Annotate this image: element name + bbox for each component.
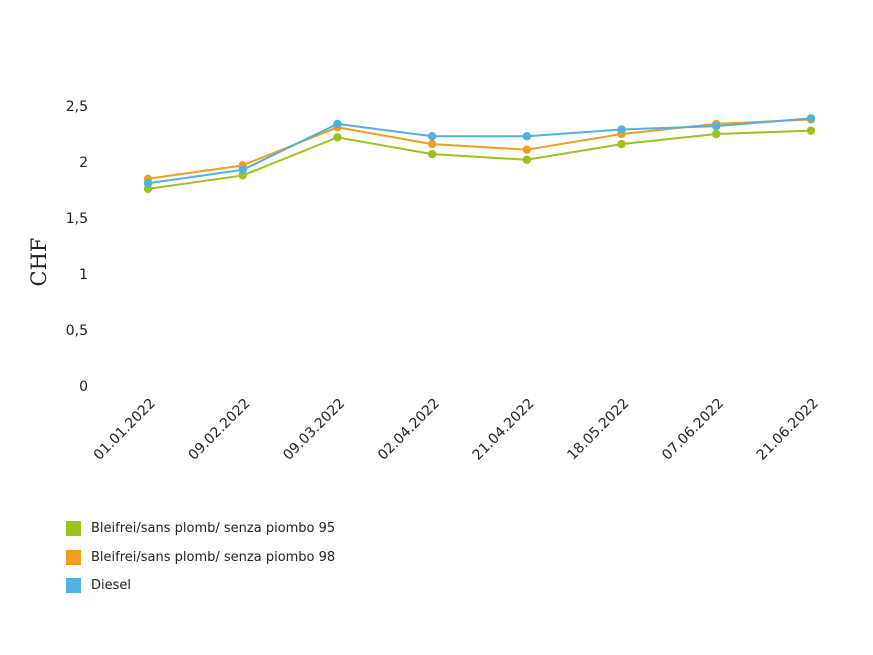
y-tick-label: 2,5 xyxy=(66,99,88,115)
y-axis-title: CHF xyxy=(27,238,51,287)
legend-label-unleaded-95: Bleifrei/sans plomb/ senza piombo 95 xyxy=(91,520,336,536)
x-tick-label: 21.06.2022 xyxy=(754,396,822,464)
legend-item-unleaded-98: Bleifrei/sans plomb/ senza piombo 98 xyxy=(66,549,335,565)
data-point xyxy=(712,121,721,131)
x-tick-label: 21.04.2022 xyxy=(470,396,538,464)
data-point xyxy=(617,139,626,149)
legend-swatch-unleaded-98 xyxy=(66,549,81,565)
series-points xyxy=(143,114,816,194)
data-point xyxy=(806,126,816,135)
data-point xyxy=(427,132,437,141)
x-tick-label: 01.01.2022 xyxy=(91,396,159,464)
data-point xyxy=(333,133,342,142)
series-line-0 xyxy=(147,129,812,190)
data-point xyxy=(522,155,532,164)
legend-label-unleaded-98: Bleifrei/sans plomb/ senza piombo 98 xyxy=(91,549,336,565)
x-axis-ticks: 01.01.2022 09.02.2022 09.03.2022 02.04.2022… xyxy=(91,396,822,464)
y-tick-label: 0,5 xyxy=(66,323,88,339)
legend-item-diesel: Diesel xyxy=(66,577,335,593)
data-point xyxy=(617,125,626,134)
y-axis-title-group: CHF xyxy=(27,238,51,287)
y-tick-label: 2 xyxy=(79,155,88,171)
data-point xyxy=(806,114,816,123)
series-lines xyxy=(147,117,812,190)
line-chart: CHF 0 0,5 1 1,5 2 2,5 01.01.2022 09.02.2022 09.… xyxy=(27,99,822,464)
legend-swatch-diesel xyxy=(66,577,81,593)
series-line-2 xyxy=(147,117,812,185)
data-point xyxy=(427,149,437,159)
data-point xyxy=(522,132,532,141)
legend-label-diesel: Diesel xyxy=(91,577,132,593)
x-tick-label: 07.06.2022 xyxy=(659,396,727,464)
y-tick-label: 0 xyxy=(79,379,88,395)
x-tick-label: 18.05.2022 xyxy=(564,396,632,464)
legend-swatch-unleaded-95 xyxy=(66,520,81,536)
data-point xyxy=(712,129,721,139)
legend: Bleifrei/sans plomb/ senza piombo 95 Ble… xyxy=(66,520,335,606)
x-tick-label: 09.02.2022 xyxy=(186,396,254,464)
series-line-1 xyxy=(147,118,812,180)
legend-item-unleaded-95: Bleifrei/sans plomb/ senza piombo 95 xyxy=(66,520,335,536)
data-point xyxy=(522,145,532,154)
y-tick-label: 1 xyxy=(79,267,88,283)
data-point xyxy=(427,139,437,149)
y-axis-ticks: 0 0,5 1 1,5 2 2,5 xyxy=(66,99,88,395)
data-point xyxy=(333,119,342,129)
data-point xyxy=(143,179,153,188)
data-point xyxy=(238,165,247,175)
x-tick-label: 02.04.2022 xyxy=(375,396,443,464)
y-tick-label: 1,5 xyxy=(66,211,88,227)
x-tick-label: 09.03.2022 xyxy=(280,396,348,464)
